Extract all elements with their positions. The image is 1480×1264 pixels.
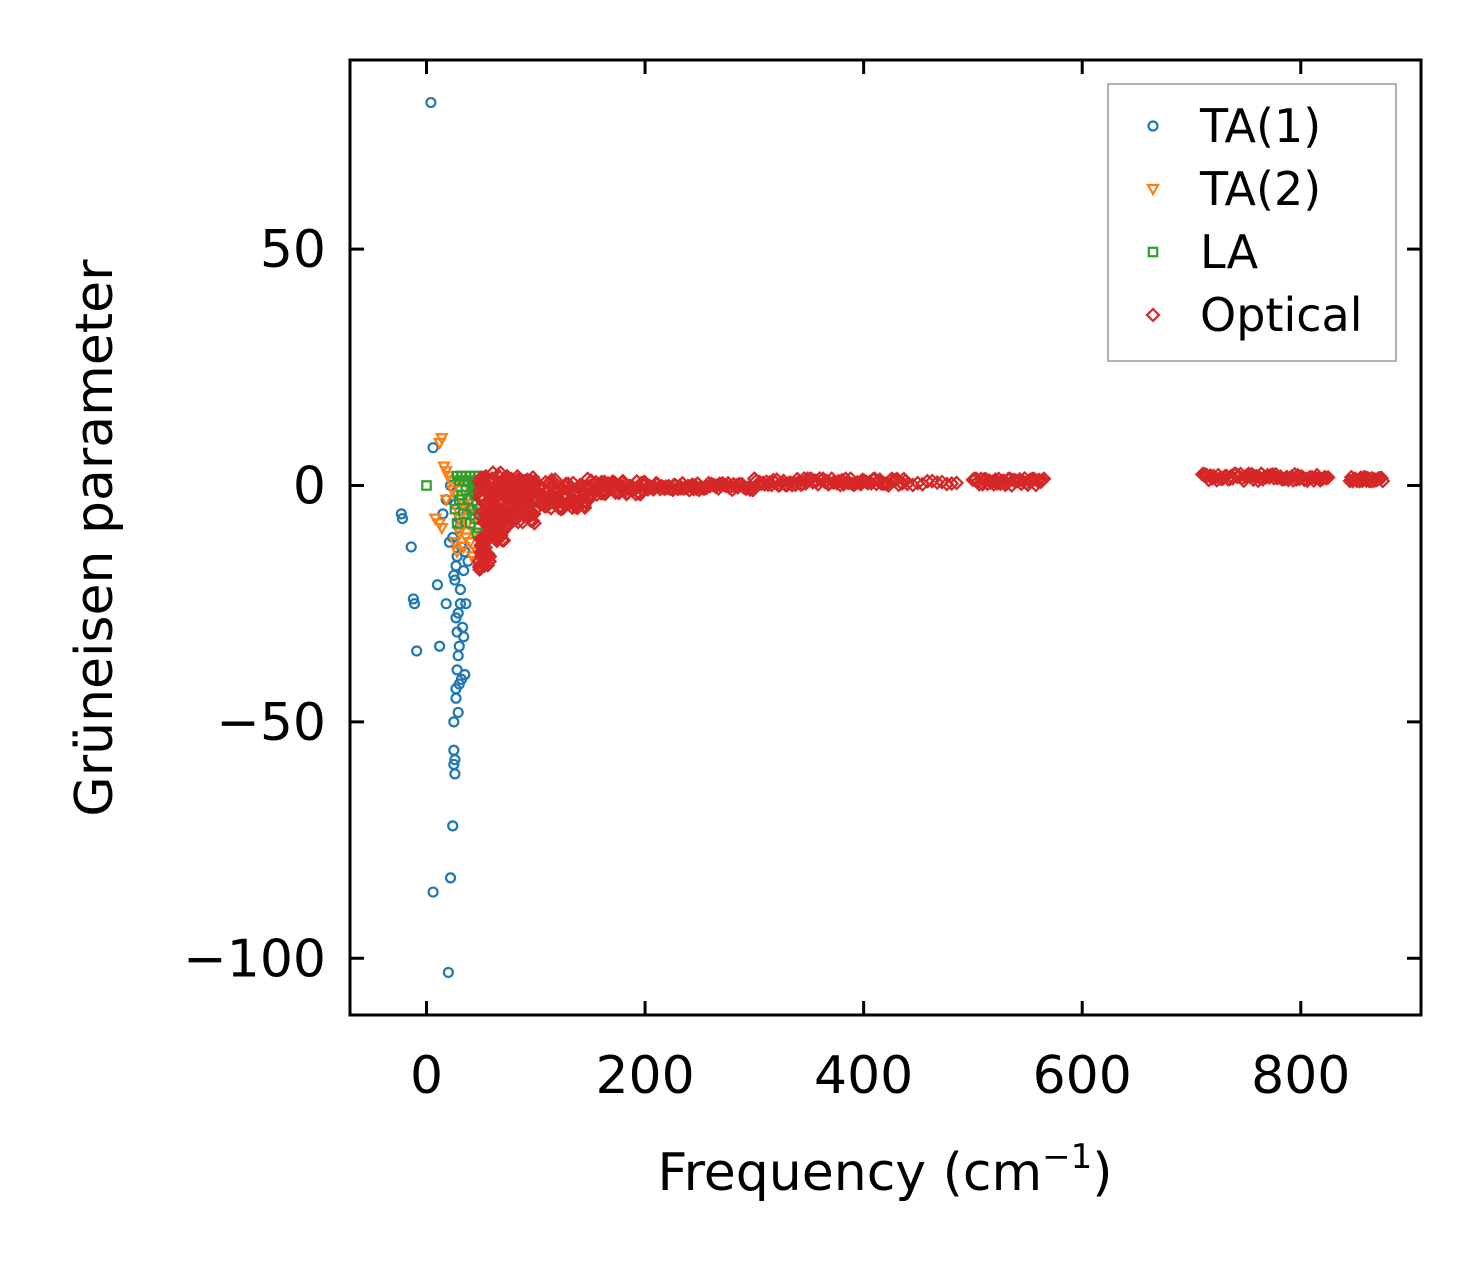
data-point <box>1373 470 1389 486</box>
legend-entry: Optical <box>1145 288 1362 342</box>
data-point <box>450 546 464 559</box>
legend-label: TA(2) <box>1199 162 1321 216</box>
y-tick-label: 0 <box>293 456 326 516</box>
data-point <box>544 472 560 488</box>
data-point <box>453 640 465 652</box>
y-tick-label: −100 <box>183 929 326 989</box>
data-point <box>948 475 965 491</box>
data-point <box>440 598 452 610</box>
data-point <box>973 471 989 487</box>
data-point <box>439 494 454 507</box>
x-axis-title-superscript: −1 <box>1042 1137 1092 1177</box>
data-point <box>407 593 419 605</box>
data-point <box>447 820 459 832</box>
plot-frame <box>348 58 1423 1017</box>
legend-entry: TA(2) <box>1146 162 1321 216</box>
legend-entries: TA(1) TA(2) LA Optical <box>1145 99 1362 342</box>
data-point <box>458 532 473 545</box>
data-point <box>456 621 469 633</box>
legend-label: TA(1) <box>1199 99 1321 153</box>
data-point <box>411 645 423 657</box>
data-point <box>496 532 512 548</box>
data-point <box>427 886 439 898</box>
data-point <box>434 640 446 652</box>
y-tick-label: −50 <box>216 693 326 753</box>
data-point <box>448 537 462 550</box>
data-point <box>482 548 498 564</box>
data-point <box>444 872 457 884</box>
x-tick-label: 600 <box>1033 1046 1132 1106</box>
legend-marker <box>1147 120 1159 132</box>
data-point <box>526 515 542 531</box>
legend-marker <box>1145 307 1161 323</box>
legend-entry: LA <box>1147 225 1259 279</box>
data-point <box>929 474 945 491</box>
data-point <box>421 480 432 491</box>
series-ta-1- <box>395 96 476 979</box>
data-point <box>449 754 461 766</box>
data-point <box>919 473 935 489</box>
data-point <box>431 579 444 591</box>
data-point <box>396 512 409 525</box>
axis-ticks: 0 200 400 600 800 50 0 −50 −100 <box>183 60 1421 1106</box>
y-tick-label: 50 <box>260 220 326 280</box>
data-point <box>452 706 464 719</box>
x-axis-title: Frequency (cm−1) <box>657 1137 1112 1203</box>
data-point <box>1375 473 1391 489</box>
x-tick-label: 200 <box>595 1046 694 1106</box>
data-point <box>451 518 463 529</box>
data-point <box>405 541 417 553</box>
y-axis-title: Grüneisen parameter <box>65 259 125 817</box>
data-point <box>450 692 462 704</box>
data-point <box>452 607 464 619</box>
data-point <box>944 475 960 492</box>
legend-label: LA <box>1200 225 1259 279</box>
data-point <box>456 489 467 501</box>
data-point <box>449 768 461 780</box>
data-point <box>454 583 466 596</box>
data-point <box>432 437 447 451</box>
legend-entry: TA(1) <box>1147 99 1321 153</box>
data-point <box>395 508 407 520</box>
data-point <box>451 664 463 676</box>
data-points <box>395 96 1391 979</box>
data-point <box>452 527 467 541</box>
data-point <box>408 598 421 610</box>
legend-label: Optical <box>1200 288 1362 342</box>
x-tick-label: 800 <box>1251 1046 1350 1106</box>
x-tick-label: 400 <box>814 1046 913 1106</box>
legend-marker <box>1147 246 1159 258</box>
series-optical <box>471 465 1391 578</box>
data-point <box>1320 469 1336 485</box>
data-point <box>427 442 439 454</box>
data-point <box>448 716 460 728</box>
x-tick-label: 0 <box>410 1046 443 1106</box>
data-point <box>425 96 437 109</box>
data-point <box>434 522 449 536</box>
data-point <box>442 966 454 979</box>
data-point <box>1036 471 1052 487</box>
data-point <box>451 550 463 563</box>
data-point <box>459 669 471 681</box>
legend: TA(1) TA(2) LA Optical <box>1107 83 1397 362</box>
data-point <box>449 574 461 586</box>
data-point <box>458 564 470 577</box>
data-point <box>564 500 581 516</box>
data-point <box>460 598 472 610</box>
x-axis-title-suffix: ) <box>1092 1143 1112 1203</box>
legend-marker <box>1146 183 1160 197</box>
data-point <box>924 473 940 489</box>
